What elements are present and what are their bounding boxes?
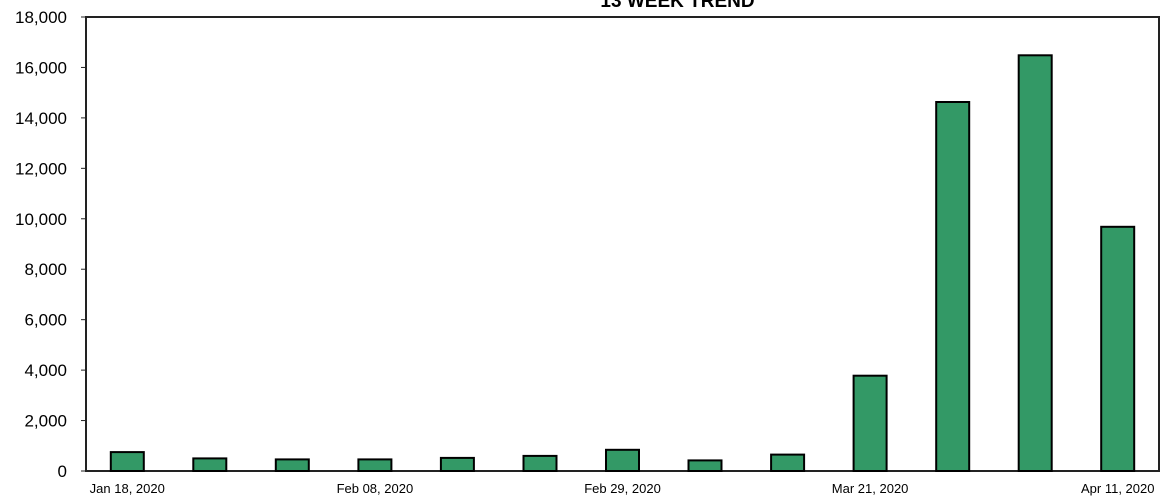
- y-tick-label: 16,000: [15, 58, 67, 77]
- bar: [1017, 54, 1053, 473]
- x-tick-label: Mar 21, 2020: [832, 481, 909, 496]
- y-tick-label: 18,000: [15, 8, 67, 27]
- bar: [852, 374, 888, 473]
- x-tick-label: Feb 29, 2020: [584, 481, 661, 496]
- plot-area: [85, 16, 1160, 472]
- y-tick-label: 12,000: [15, 159, 67, 178]
- bars: [109, 54, 1136, 473]
- y-tick-label: 6,000: [24, 311, 67, 330]
- y-axis-ticks: 0 2,000 4,000 6,000 8,000 10,000 12,000 14,000 1…: [15, 8, 86, 481]
- bar: [274, 458, 310, 472]
- x-tick-label: Apr 11, 2020: [1081, 481, 1154, 496]
- bar: [522, 454, 558, 472]
- y-tick-label: 10,000: [15, 210, 67, 229]
- bar: [935, 101, 971, 472]
- x-tick-label: Feb 08, 2020: [337, 481, 414, 496]
- bar: [770, 453, 806, 473]
- chart-title: 13 WEEK TREND: [600, 0, 754, 12]
- y-tick-label: 8,000: [24, 260, 67, 279]
- x-tick-label: Jan 18, 2020: [90, 481, 165, 496]
- bar: [357, 458, 393, 472]
- bar: [439, 456, 475, 472]
- bar: [109, 451, 145, 473]
- y-tick-label: 14,000: [15, 109, 67, 128]
- y-tick-label: 0: [58, 462, 67, 481]
- x-axis-ticks: Jan 18, 2020 Feb 08, 2020 Feb 29, 2020 Mar …: [90, 481, 1155, 496]
- y-tick-label: 4,000: [24, 361, 67, 380]
- y-tick-label: 2,000: [24, 412, 67, 431]
- bar: [192, 457, 228, 472]
- plot-frame: [85, 16, 1160, 472]
- bar: [605, 448, 640, 472]
- bar: [687, 459, 723, 472]
- bar: [1100, 225, 1136, 472]
